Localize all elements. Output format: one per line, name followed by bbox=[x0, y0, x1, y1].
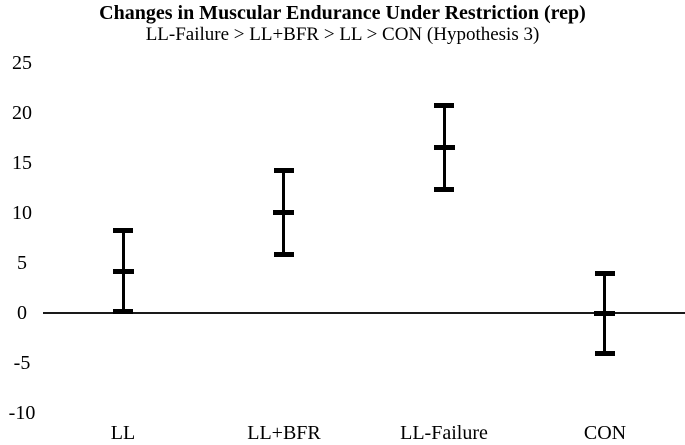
y-tick-label: 20 bbox=[12, 102, 32, 124]
error-bar-cap-bottom bbox=[113, 309, 133, 314]
y-tick-label: 5 bbox=[17, 252, 27, 274]
error-bar-cap-bottom bbox=[595, 351, 615, 356]
y-tick-label: 25 bbox=[12, 52, 32, 74]
error-bar-cap-top bbox=[434, 103, 454, 108]
y-tick-label: 15 bbox=[12, 152, 32, 174]
y-tick-label: 10 bbox=[12, 202, 32, 224]
x-category-label: CON bbox=[583, 422, 627, 444]
x-category-label: LL bbox=[110, 422, 136, 444]
error-bar-cap-bottom bbox=[434, 187, 454, 192]
chart-subtitle: LL-Failure > LL+BFR > LL > CON (Hypothes… bbox=[145, 24, 540, 45]
zero-axis-line bbox=[43, 312, 685, 314]
mean-marker bbox=[594, 311, 615, 316]
x-category-label: LL+BFR bbox=[247, 422, 321, 444]
chart-title: Changes in Muscular Endurance Under Rest… bbox=[99, 2, 586, 24]
error-bar-cap-top bbox=[595, 271, 615, 276]
mean-marker bbox=[273, 210, 294, 215]
y-tick-label: -10 bbox=[8, 402, 36, 424]
mean-marker bbox=[113, 269, 134, 274]
y-tick-label: -5 bbox=[13, 352, 31, 374]
error-bar-cap-bottom bbox=[274, 252, 294, 257]
error-bar-cap-top bbox=[113, 228, 133, 233]
x-category-label: LL-Failure bbox=[400, 422, 488, 444]
y-tick-label: 0 bbox=[17, 302, 27, 324]
mean-marker bbox=[434, 145, 455, 150]
error-bar-cap-top bbox=[274, 168, 294, 173]
